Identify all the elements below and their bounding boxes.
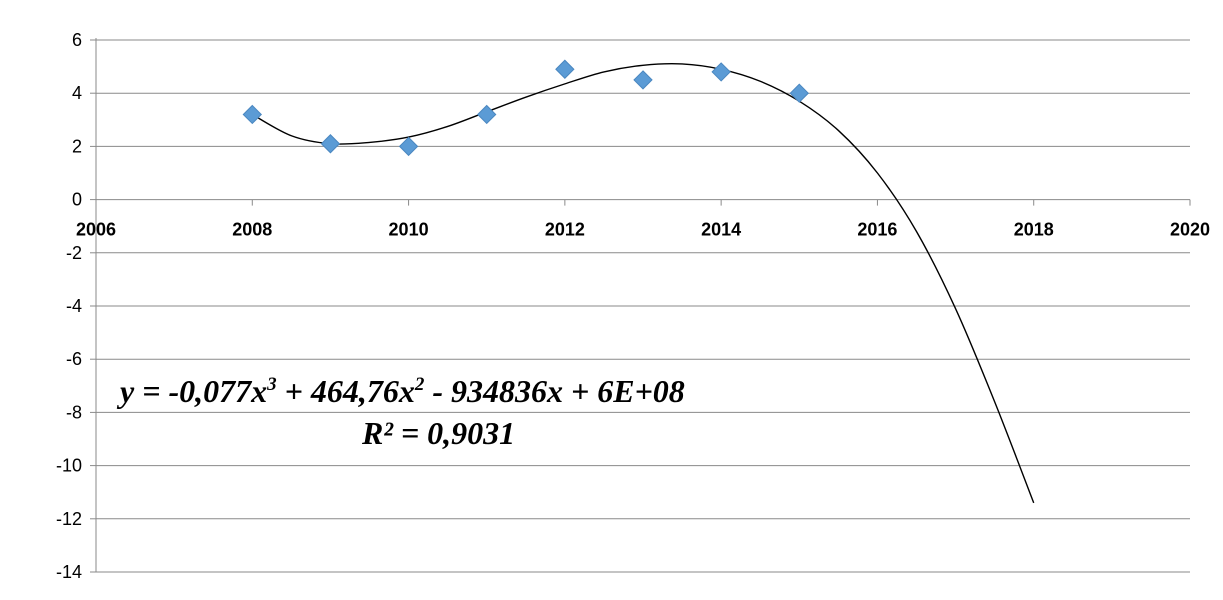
data-point-marker [398,136,419,157]
y-tick-label: -10 [56,456,82,476]
trendline-layer [251,62,1035,504]
y-tick-labels: 6 4 2 0 -2 -4 -6 -8 -10 -12 -14 [56,30,82,582]
x-tick-label: 2020 [1170,220,1210,240]
equation-prefix: y = -0,077x [116,373,267,409]
data-point-marker [242,104,262,125]
equation-exponent-3: 3 [266,374,277,395]
gridlines [96,39,1190,573]
y-tick-label: 0 [72,190,82,210]
equation-exponent-2: 2 [414,374,425,395]
data-point-marker [477,104,497,125]
y-tick-label: -2 [66,243,82,263]
x-tick-labels: 2006 2008 2010 2012 2014 2016 2018 2020 [76,220,1210,240]
x-tick-label: 2014 [701,220,741,240]
x-tick-label: 2008 [232,220,272,240]
equation-mid: + 464,76x [277,373,415,409]
x-tick-label: 2006 [76,220,116,240]
y-tick-label: 2 [72,136,82,156]
axes [90,38,1191,573]
x-tick-label: 2010 [389,220,429,240]
y-tick-label: -8 [66,402,82,422]
x-tick-label: 2018 [1014,220,1054,240]
y-tick-label: -4 [66,296,82,316]
x-tick-label: 2016 [857,220,897,240]
r-squared-label: R² = 0,9031 [361,415,515,451]
equation-suffix: - 934836x + 6E+08 [424,373,684,409]
data-point-marker [320,134,341,154]
x-tick-label: 2012 [545,220,585,240]
data-point-marker [789,83,809,103]
data-point-marker [555,59,575,79]
data-point-marker [633,70,653,90]
y-tick-label: 4 [72,83,82,103]
y-tick-label: -6 [66,349,82,369]
y-tick-label: -12 [56,509,82,529]
data-point-marker [711,62,731,82]
data-points [242,59,809,157]
y-tick-label: -14 [56,562,82,582]
trendline-equation: y = -0,077x3 + 464,76x2 - 934836x + 6E+0… [116,373,685,409]
y-tick-label: 6 [72,30,82,50]
polynomial-trendline [251,62,1035,504]
